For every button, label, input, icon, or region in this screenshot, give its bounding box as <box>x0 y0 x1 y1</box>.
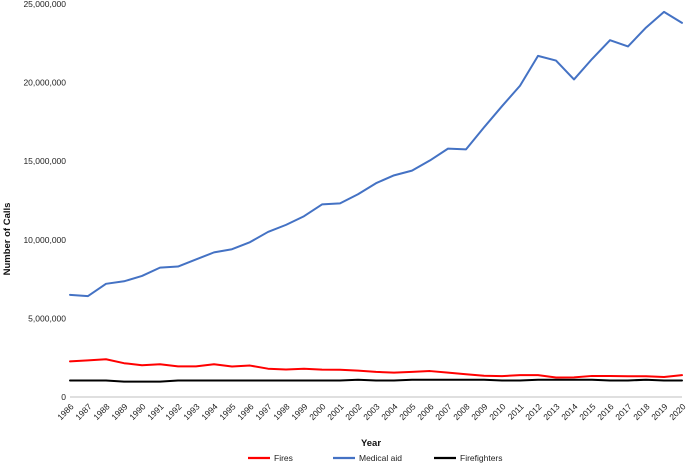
x-tick-label: 1993 <box>181 401 202 422</box>
x-tick-label: 1990 <box>127 401 148 422</box>
y-axis-title: Number of Calls <box>2 203 13 276</box>
x-tick-label: 2015 <box>577 401 598 422</box>
x-tick-label: 1986 <box>55 401 76 422</box>
x-tick-label: 2012 <box>523 401 544 422</box>
x-tick-label: 2016 <box>595 401 616 422</box>
x-tick-label: 2005 <box>397 401 418 422</box>
x-tick-label: 1991 <box>145 401 166 422</box>
y-axis-ticks: 0 5,000,000 10,000,000 15,000,000 20,000,000… <box>23 0 66 402</box>
y-tick-label: 0 <box>61 392 66 402</box>
x-tick-label: 2008 <box>451 401 472 422</box>
x-tick-label: 1988 <box>91 401 112 422</box>
x-tick-label: 2006 <box>415 401 436 422</box>
x-tick-label: 1994 <box>199 401 220 422</box>
y-tick-label: 10,000,000 <box>23 235 66 245</box>
x-tick-label: 2007 <box>433 401 454 422</box>
x-tick-label: 1999 <box>289 401 310 422</box>
series-line-fires <box>69 358 683 379</box>
x-tick-label: 2000 <box>307 401 328 422</box>
series-line-firefighters <box>69 378 683 383</box>
x-axis-title: Year <box>361 438 381 449</box>
x-tick-label: 2010 <box>487 401 508 422</box>
y-tick-label: 5,000,000 <box>28 313 66 323</box>
series-line-medical-aid <box>69 10 683 298</box>
x-tick-label: 1995 <box>217 401 238 422</box>
x-tick-label: 2011 <box>506 401 526 421</box>
series-lines <box>69 10 683 383</box>
x-tick-label: 2004 <box>379 401 400 422</box>
legend: Fires Medical aid Firefighters <box>248 453 503 463</box>
x-tick-label: 2003 <box>361 401 382 422</box>
legend-label: Medical aid <box>359 453 402 463</box>
x-tick-label: 2019 <box>649 401 670 422</box>
x-tick-label: 1989 <box>109 401 130 422</box>
x-tick-label: 1998 <box>271 401 292 422</box>
x-tick-label: 2018 <box>631 401 652 422</box>
x-tick-label: 2002 <box>343 401 364 422</box>
x-tick-label: 1996 <box>235 401 256 422</box>
y-tick-label: 20,000,000 <box>23 78 66 88</box>
x-tick-label: 1987 <box>73 401 94 422</box>
legend-label: Fires <box>274 453 293 463</box>
x-tick-label: 2009 <box>469 401 490 422</box>
y-tick-label: 25,000,000 <box>23 0 66 9</box>
x-tick-label: 2020 <box>667 401 688 422</box>
legend-label: Firefighters <box>460 453 503 463</box>
x-tick-label: 2001 <box>325 401 346 422</box>
x-tick-label: 1992 <box>163 401 184 422</box>
x-tick-label: 1997 <box>253 401 274 422</box>
x-tick-label: 2017 <box>613 401 634 422</box>
y-tick-label: 15,000,000 <box>23 156 66 166</box>
x-tick-label: 2014 <box>559 401 580 422</box>
x-tick-label: 2013 <box>541 401 562 422</box>
x-axis-ticks: 1986198719881989199019911992199319941995… <box>55 401 688 422</box>
